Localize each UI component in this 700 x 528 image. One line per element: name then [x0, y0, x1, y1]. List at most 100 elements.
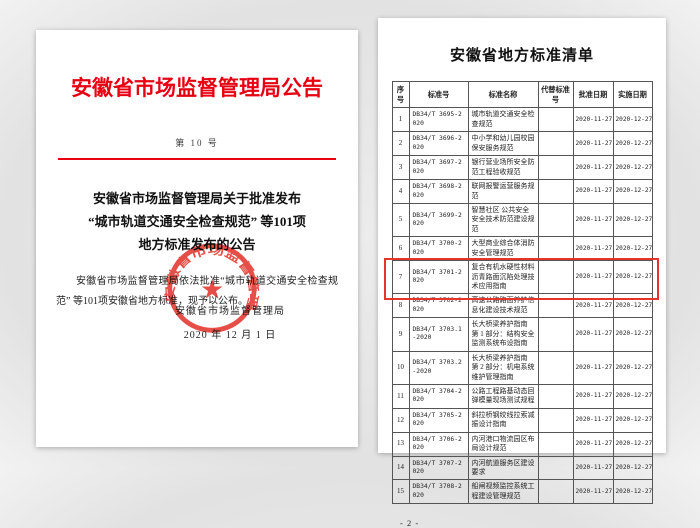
standard-code-cell: DB34/T 3705-2020 — [408, 407, 469, 433]
standard-name-cell: 船闸视频监控系统工程建设管理规范 — [467, 479, 539, 505]
approval-date-cell: 2020-11-27 — [572, 236, 614, 262]
standard-name-cell: 银行营业场所安全防范工程验收规范 — [467, 155, 539, 181]
approval-date-cell: 2020-11-27 — [572, 479, 614, 505]
list-title: 安徽省地方标准清单 — [449, 48, 594, 64]
official-seal-icon: 安徽省市场监督管理局 ★ — [164, 240, 260, 333]
row-index-cell: 13 — [391, 431, 410, 457]
standard-name-cell: 城市轨道交通安全检查规范 — [467, 107, 539, 133]
replaced-code-cell — [537, 455, 574, 481]
standard-name-cell: 中小学和幼儿园校园保安服务规范 — [467, 131, 539, 157]
row-index-cell: 12 — [391, 407, 410, 433]
replaced-code-cell — [537, 479, 574, 505]
table-row: 6 DB34/T 3700-2020 大型商业综合体消防安全管理规范 2020-… — [391, 236, 653, 262]
replaced-code-cell — [537, 260, 574, 295]
standard-name-cell: 内河航道服务区建设要求 — [467, 455, 539, 481]
red-divider — [58, 158, 336, 160]
standard-code-cell: DB34/T 3696-2020 — [408, 131, 469, 157]
table-header-cell: 代替标准号 — [537, 80, 574, 109]
table-row: 11 DB34/T 3704-2020 公路工程路基动态回弹模量现场测试规程 2… — [391, 383, 653, 409]
row-index-cell: 3 — [391, 155, 410, 181]
standard-name-cell: 大型商业综合体消防安全管理规范 — [467, 236, 539, 262]
standard-code-cell: DB34/T 3700-2020 — [408, 236, 469, 262]
replaced-code-cell — [537, 179, 574, 204]
replaced-code-cell — [537, 431, 574, 457]
row-index-cell: 15 — [391, 479, 410, 505]
effective-date-cell: 2020-12-27 — [612, 317, 653, 352]
standard-name-cell: 公路工程路基动态回弹模量现场测试规程 — [467, 383, 539, 409]
table-row: 2 DB34/T 3696-2020 中小学和幼儿园校园保安服务规范 2020-… — [391, 131, 653, 157]
table-row: 14 DB34/T 3707-2020 内河航道服务区建设要求 2020-11-… — [391, 455, 653, 481]
signature-block: 安徽省市场监督管理局 2020 年 12 月 1 日 — [140, 302, 320, 341]
effective-date-cell: 2020-12-27 — [612, 131, 653, 157]
standard-code-cell: DB34/T 3703.2-2020 — [408, 350, 469, 385]
table-row: 13 DB34/T 3706-2020 内河港口物流园区布局设计规范 2020-… — [391, 431, 653, 457]
replaced-code-cell — [537, 407, 574, 433]
approval-date-cell: 2020-11-27 — [572, 179, 614, 204]
row-index-cell: 7 — [391, 260, 410, 295]
effective-date-cell: 2020-12-27 — [612, 350, 653, 385]
table-row: 1 DB34/T 3695-2020 城市轨道交通安全检查规范 2020-11-… — [391, 107, 653, 133]
table-row: 12 DB34/T 3705-2020 斜拉桥钢绞线拉索减振设计指南 2020-… — [391, 407, 653, 433]
effective-date-cell: 2020-12-27 — [612, 155, 653, 181]
standard-code-cell: DB34/T 3703.1-2020 — [408, 317, 469, 352]
approval-date-cell: 2020-11-27 — [572, 293, 614, 319]
table-row: 10 DB34/T 3703.2-2020 长大桥梁养护指南 第 2 部分：机电… — [391, 350, 653, 385]
table-header-cell: 实施日期 — [612, 80, 653, 109]
effective-date-cell: 2020-12-27 — [612, 202, 653, 238]
row-index-cell: 6 — [391, 236, 410, 262]
replaced-code-cell — [537, 155, 574, 181]
standards-list-page: 安徽省地方标准清单 序号 标准号 标准名称 代替标准号 批准日期 实施日期 1 DB34/… — [378, 18, 666, 528]
announcement-title: 安徽省市场监督管理局关于批准发布 “城市轨道交通安全检查规范” 等101项 地方… — [36, 188, 358, 256]
page-number: - 2 - — [400, 518, 420, 528]
row-index-cell: 4 — [391, 179, 410, 204]
signature-date: 2020 年 12 月 1 日 — [183, 330, 277, 341]
signature-agency: 安徽省市场监督管理局 — [175, 306, 285, 317]
effective-date-cell: 2020-12-27 — [612, 407, 653, 433]
table-row: 5 DB34/T 3699-2020 智慧社区 公共安全 安全技术防范建设规范 … — [391, 202, 653, 238]
standard-code-cell: DB34/T 3695-2020 — [408, 107, 469, 133]
approval-date-cell: 2020-11-27 — [572, 383, 614, 409]
row-index-cell: 5 — [391, 202, 410, 238]
effective-date-cell: 2020-12-27 — [612, 455, 653, 481]
standard-name-cell: 内河港口物流园区布局设计规范 — [467, 431, 539, 457]
table-row: 4 DB34/T 3698-2020 联网报警运营服务规范 2020-11-27… — [391, 179, 653, 204]
standard-code-cell: DB34/T 3702-2020 — [408, 293, 469, 319]
approval-date-cell: 2020-11-27 — [572, 455, 614, 481]
table-header-cell: 批准日期 — [572, 80, 614, 109]
approval-date-cell: 2020-11-27 — [572, 107, 614, 133]
agency-title: 安徽省市场监督管理局公告 — [71, 77, 323, 100]
standard-name-cell: 长大桥梁养护指南 第 1 部分：结构安全监测系统布设指南 — [467, 317, 539, 352]
effective-date-cell: 2020-12-27 — [612, 431, 653, 457]
table-row: 9 DB34/T 3703.1-2020 长大桥梁养护指南 第 1 部分：结构安… — [391, 317, 653, 352]
standard-code-cell: DB34/T 3704-2020 — [408, 383, 469, 409]
row-index-cell: 11 — [391, 383, 410, 409]
effective-date-cell: 2020-12-27 — [612, 236, 653, 262]
standard-name-cell: 长大桥梁养护指南 第 2 部分：机电系统维护管理指南 — [467, 350, 539, 385]
standard-name-cell: 斜拉桥钢绞线拉索减振设计指南 — [467, 407, 539, 433]
effective-date-cell: 2020-12-27 — [612, 260, 653, 295]
row-index-cell: 1 — [391, 107, 410, 133]
effective-date-cell: 2020-12-27 — [612, 107, 653, 133]
replaced-code-cell — [537, 202, 574, 238]
standard-code-cell: DB34/T 3707-2020 — [408, 455, 469, 481]
row-index-cell: 9 — [391, 317, 410, 352]
approval-date-cell: 2020-11-27 — [572, 260, 614, 295]
standard-name-cell: 联网报警运营服务规范 — [467, 179, 539, 204]
announcement-title-line: “城市轨道交通安全检查规范” 等101项 — [88, 213, 306, 229]
standard-name-cell: 智慧社区 公共安全 安全技术防范建设规范 — [467, 202, 539, 238]
row-index-cell: 2 — [391, 131, 410, 157]
row-index-cell: 14 — [391, 455, 410, 481]
announcement-page: 安徽省市场监督管理局公告 第 10 号 安徽省市场监督管理局关于批准发布 “城市… — [36, 30, 358, 447]
standards-table: 序号 标准号 标准名称 代替标准号 批准日期 实施日期 1 DB34/T 3695-202… — [391, 80, 653, 505]
announcement-body: 安徽省市场监督管理局依法批准“城市轨道交通安全检查规范” 等101项安徽省地方标… — [56, 276, 338, 308]
table-header-cell: 标准号 — [408, 80, 469, 109]
table-header-row: 序号 标准号 标准名称 代替标准号 批准日期 实施日期 — [391, 80, 653, 109]
standard-code-cell: DB34/T 3706-2020 — [408, 431, 469, 457]
table-header-cell: 标准名称 — [467, 80, 539, 109]
approval-date-cell: 2020-11-27 — [572, 350, 614, 385]
table-header-cell: 序号 — [391, 80, 410, 109]
table-row: 15 DB34/T 3708-2020 船闸视频监控系统工程建设管理规范 202… — [391, 479, 653, 505]
row-index-cell: 10 — [391, 350, 410, 385]
approval-date-cell: 2020-11-27 — [572, 131, 614, 157]
effective-date-cell: 2020-12-27 — [612, 293, 653, 319]
